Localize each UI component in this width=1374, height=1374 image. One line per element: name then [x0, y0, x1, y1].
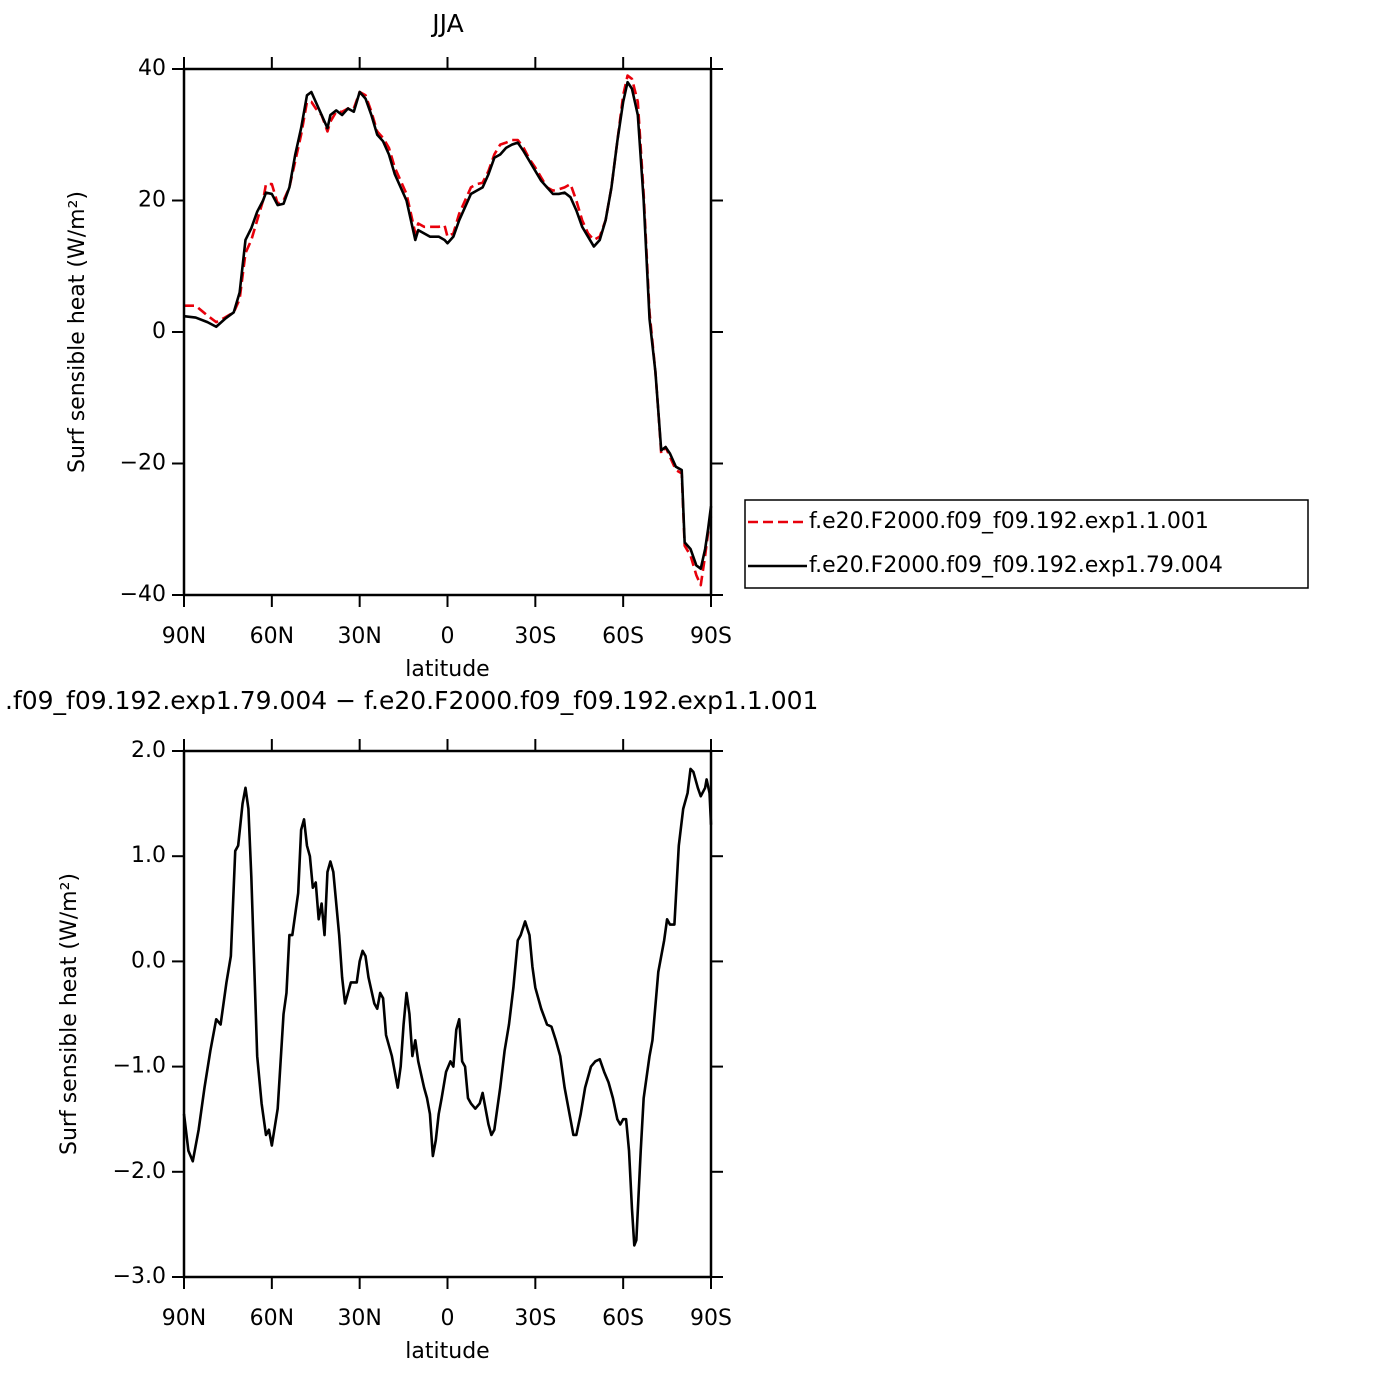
data-line — [183, 80, 713, 570]
chart-title: .f09_f09.192.exp1.79.004 − f.e20.F2000.f… — [5, 686, 818, 715]
y-tick-label: −3.0 — [113, 1264, 166, 1289]
y-axis-label: Surf sensible heat (W/m²) — [57, 873, 82, 1155]
y-axis-label: Surf sensible heat (W/m²) — [65, 191, 90, 473]
x-axis-label: latitude — [405, 657, 489, 682]
x-tick-label: 60S — [602, 624, 644, 649]
plot-frame — [182, 749, 713, 1279]
x-tick-label: 30S — [514, 1306, 556, 1331]
legend-label: f.e20.F2000.f09_f09.192.exp1.79.004 — [809, 553, 1223, 578]
y-tick-label: 1.0 — [131, 843, 166, 868]
chart-title: JJA — [430, 9, 463, 38]
legend-box — [744, 499, 1309, 589]
y-tick-label: −20 — [120, 451, 166, 476]
x-tick-label: 90S — [690, 1306, 732, 1331]
y-tick-label: 0.0 — [131, 948, 166, 973]
x-tick-label: 0 — [441, 624, 455, 649]
x-tick-label: 0 — [441, 1306, 455, 1331]
x-tick-label: 60N — [250, 1306, 294, 1331]
x-tick-label: 30N — [337, 624, 381, 649]
x-tick-label: 60S — [602, 1306, 644, 1331]
x-axis-label: latitude — [405, 1339, 489, 1364]
data-line — [184, 74, 713, 587]
x-tick-label: 30S — [514, 624, 556, 649]
y-tick-label: 20 — [138, 188, 166, 213]
x-tick-label: 90N — [162, 624, 206, 649]
y-tick-label: 0 — [152, 319, 166, 344]
legend-label: f.e20.F2000.f09_f09.192.exp1.1.001 — [809, 509, 1209, 534]
x-tick-label: 30N — [337, 1306, 381, 1331]
plot-frame — [182, 67, 713, 597]
y-tick-label: 40 — [138, 56, 166, 81]
x-tick-label: 90S — [690, 624, 732, 649]
y-tick-label: −2.0 — [113, 1159, 166, 1184]
x-tick-label: 60N — [250, 624, 294, 649]
y-tick-label: −1.0 — [113, 1054, 166, 1079]
x-tick-label: 90N — [162, 1306, 206, 1331]
data-line — [182, 767, 713, 1247]
y-tick-label: −40 — [120, 582, 166, 607]
y-tick-label: 2.0 — [131, 738, 166, 763]
